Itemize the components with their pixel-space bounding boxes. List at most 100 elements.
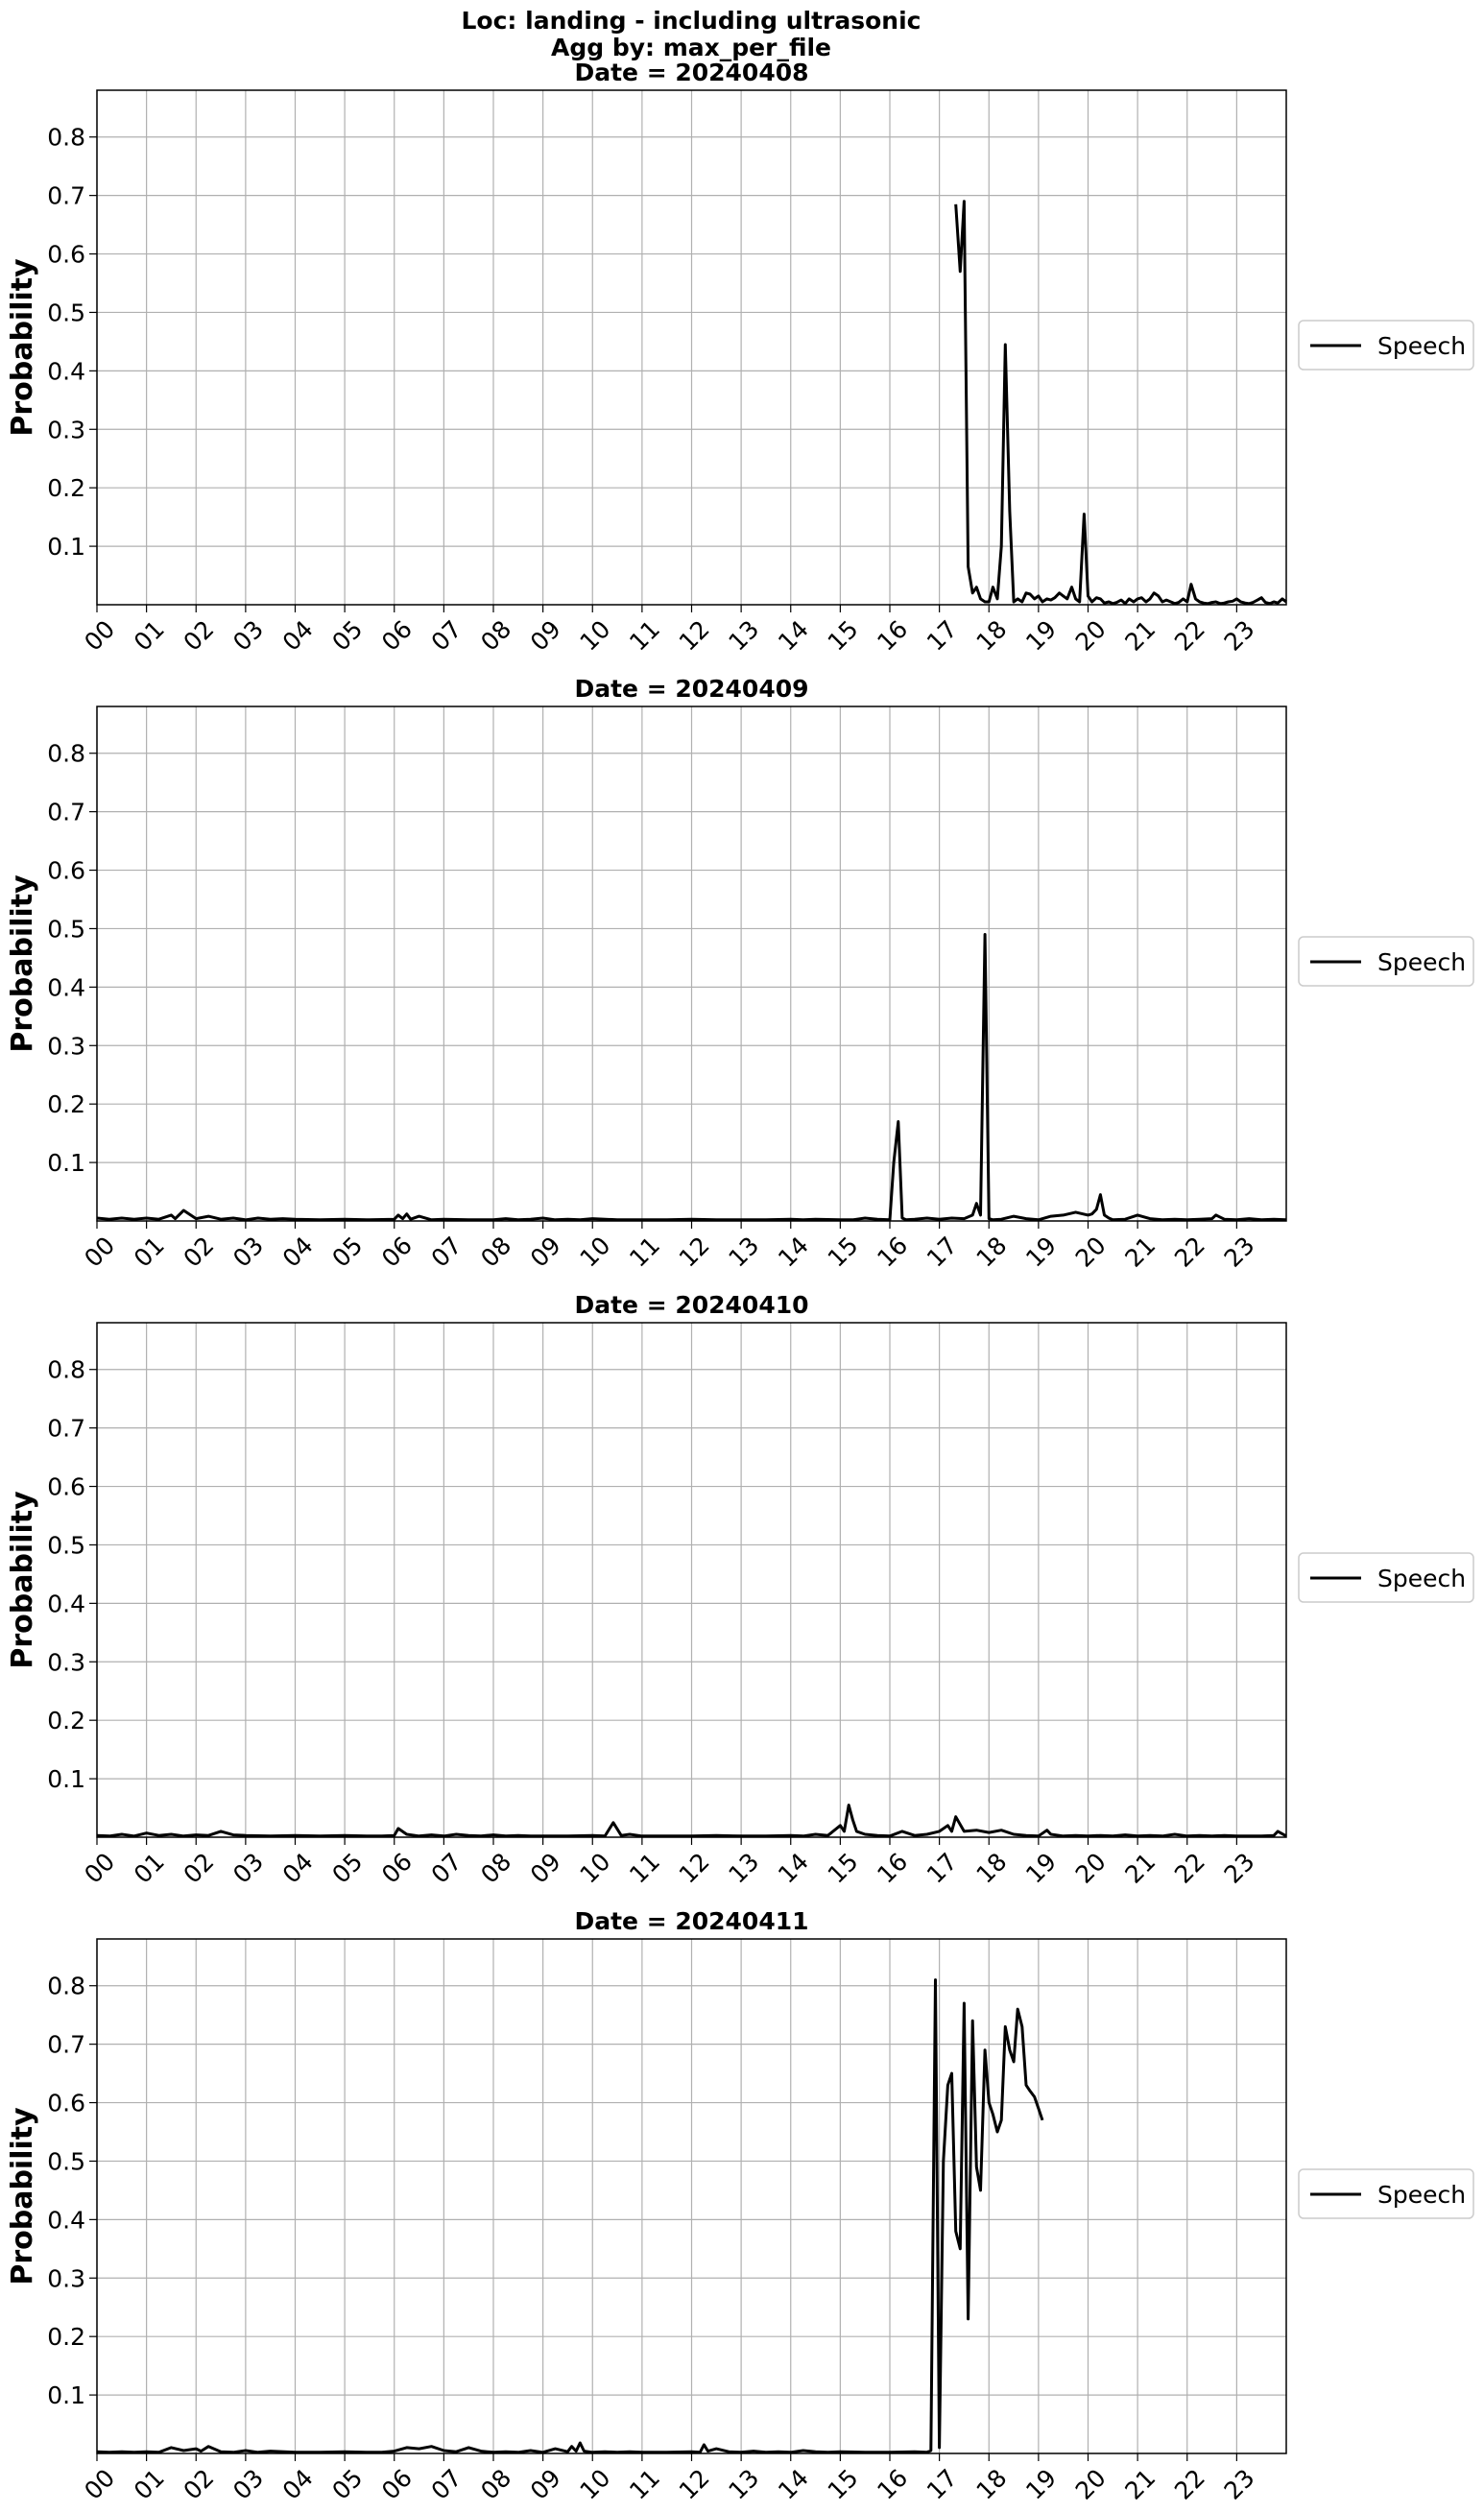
figure-title-line-2: Agg by: max_per_file: [551, 34, 831, 61]
legend-box: [1298, 1552, 1474, 1603]
y-tick-label: 0.5: [47, 915, 85, 943]
panel-title: Date = 20240411: [574, 1907, 808, 1935]
y-tick-label: 0.6: [47, 2090, 85, 2117]
y-tick-label: 0.4: [47, 2206, 85, 2234]
x-tick-label: 16: [872, 2464, 913, 2505]
x-tick-label: 17: [922, 1232, 963, 1273]
x-tick-label: 17: [922, 2464, 963, 2505]
chart-panel-0: Date = 20240408 0.1 0.2 0.3 0.4 0.5 0.6 0.7 0.8 0…: [6, 59, 1474, 657]
y-tick-label: 0.4: [47, 973, 85, 1001]
x-tick-label: 08: [475, 2464, 516, 2505]
x-tick-label: 19: [1020, 2464, 1062, 2505]
x-tick-label: 06: [376, 2464, 418, 2505]
x-tick-label: 07: [426, 1232, 467, 1273]
chart-panels: Date = 20240408 0.1 0.2 0.3 0.4 0.5 0.6 0.7 0.8 0…: [6, 59, 1474, 2505]
x-tick-label: 11: [624, 615, 665, 657]
x-tick-label: 14: [773, 615, 814, 657]
x-tick-label: 04: [277, 1848, 319, 1889]
x-tick-label: 09: [525, 2464, 566, 2505]
panel-title: Date = 20240408: [574, 59, 808, 86]
x-tick-label: 21: [1119, 2464, 1161, 2505]
x-tick-label: 23: [1219, 615, 1260, 657]
y-axis-label: Probability: [6, 874, 39, 1053]
x-tick-label: 00: [79, 1232, 120, 1273]
x-tick-label: 04: [277, 1232, 319, 1273]
y-tick-label: 0.5: [47, 1531, 85, 1559]
x-tick-label: 06: [376, 1848, 418, 1889]
x-tick-label: 10: [575, 2464, 616, 2505]
x-tick-label: 08: [475, 1848, 516, 1889]
x-tick-label: 13: [723, 615, 764, 657]
legend: Speech: [1298, 320, 1474, 371]
x-tick-label: 09: [525, 615, 566, 657]
y-tick-label: 0.3: [47, 1648, 85, 1676]
series-line-speech: [96, 1978, 1044, 2454]
legend-label: Speech: [1377, 1565, 1466, 1592]
x-tick-label: 18: [971, 2464, 1013, 2505]
x-tick-label: 22: [1169, 2464, 1210, 2505]
x-tick-label: 00: [79, 2464, 120, 2505]
y-tick-label: 0.2: [47, 474, 85, 502]
x-tick-label: 12: [674, 1848, 715, 1889]
y-tick-label: 0.4: [47, 1590, 85, 1617]
y-tick-label: 0.7: [47, 799, 85, 826]
y-tick-label: 0.5: [47, 2147, 85, 2175]
x-tick-label: 19: [1020, 1848, 1062, 1889]
chart-panel-3: Date = 20240411 0.1 0.2 0.3 0.4 0.5 0.6 0.7 0.8 0…: [6, 1907, 1474, 2505]
y-tick-label: 0.8: [47, 1356, 85, 1384]
y-tick-label: 0.1: [47, 1149, 85, 1177]
legend-box: [1298, 2168, 1474, 2219]
y-tick-label: 0.8: [47, 740, 85, 768]
panel-title: Date = 20240409: [574, 675, 808, 703]
x-tick-label: 20: [1070, 2464, 1112, 2505]
y-tick-label: 0.5: [47, 299, 85, 326]
x-tick-label: 21: [1119, 1848, 1161, 1889]
y-axis-label: Probability: [6, 258, 39, 437]
x-tick-label: 15: [823, 615, 864, 657]
x-tick-label: 18: [971, 1232, 1013, 1273]
y-tick-label: 0.6: [47, 241, 85, 269]
y-tick-label: 0.1: [47, 1765, 85, 1793]
legend: Speech: [1298, 936, 1474, 987]
x-tick-label: 10: [575, 1848, 616, 1889]
x-tick-label: 11: [624, 2464, 665, 2505]
legend: Speech: [1298, 1552, 1474, 1603]
chart-panel-2: Date = 20240410 0.1 0.2 0.3 0.4 0.5 0.6 0.7 0.8 0…: [6, 1291, 1474, 1889]
y-tick-label: 0.8: [47, 1973, 85, 2000]
y-tick-label: 0.1: [47, 533, 85, 561]
x-tick-label: 14: [773, 2464, 814, 2505]
x-tick-label: 17: [922, 615, 963, 657]
plot-frame: [96, 706, 1287, 1222]
x-tick-label: 17: [922, 1848, 963, 1889]
x-tick-label: 13: [723, 1232, 764, 1273]
y-axis-label: Probability: [6, 1491, 39, 1669]
x-tick-label: 11: [624, 1232, 665, 1273]
x-tick-label: 19: [1020, 615, 1062, 657]
x-tick-label: 13: [723, 2464, 764, 2505]
series-line-speech: [954, 200, 1287, 606]
legend-box: [1298, 936, 1474, 987]
x-tick-label: 10: [575, 615, 616, 657]
x-tick-label: 09: [525, 1232, 566, 1273]
x-tick-label: 16: [872, 1848, 913, 1889]
series-line-speech: [96, 1804, 1287, 1838]
x-tick-label: 01: [129, 615, 170, 657]
x-tick-label: 00: [79, 1848, 120, 1889]
x-tick-label: 13: [723, 1848, 764, 1889]
x-tick-label: 01: [129, 1848, 170, 1889]
x-tick-label: 18: [971, 615, 1013, 657]
x-tick-label: 02: [179, 2464, 220, 2505]
y-tick-label: 0.1: [47, 2381, 85, 2409]
y-tick-label: 0.3: [47, 416, 85, 443]
x-tick-label: 11: [624, 1848, 665, 1889]
legend-label: Speech: [1377, 948, 1466, 976]
x-tick-label: 21: [1119, 1232, 1161, 1273]
x-tick-label: 14: [773, 1848, 814, 1889]
x-tick-label: 22: [1169, 615, 1210, 657]
y-tick-label: 0.4: [47, 357, 85, 385]
plot-frame: [96, 1322, 1287, 1838]
y-tick-label: 0.8: [47, 124, 85, 152]
x-tick-label: 23: [1219, 1848, 1260, 1889]
x-tick-label: 04: [277, 2464, 319, 2505]
